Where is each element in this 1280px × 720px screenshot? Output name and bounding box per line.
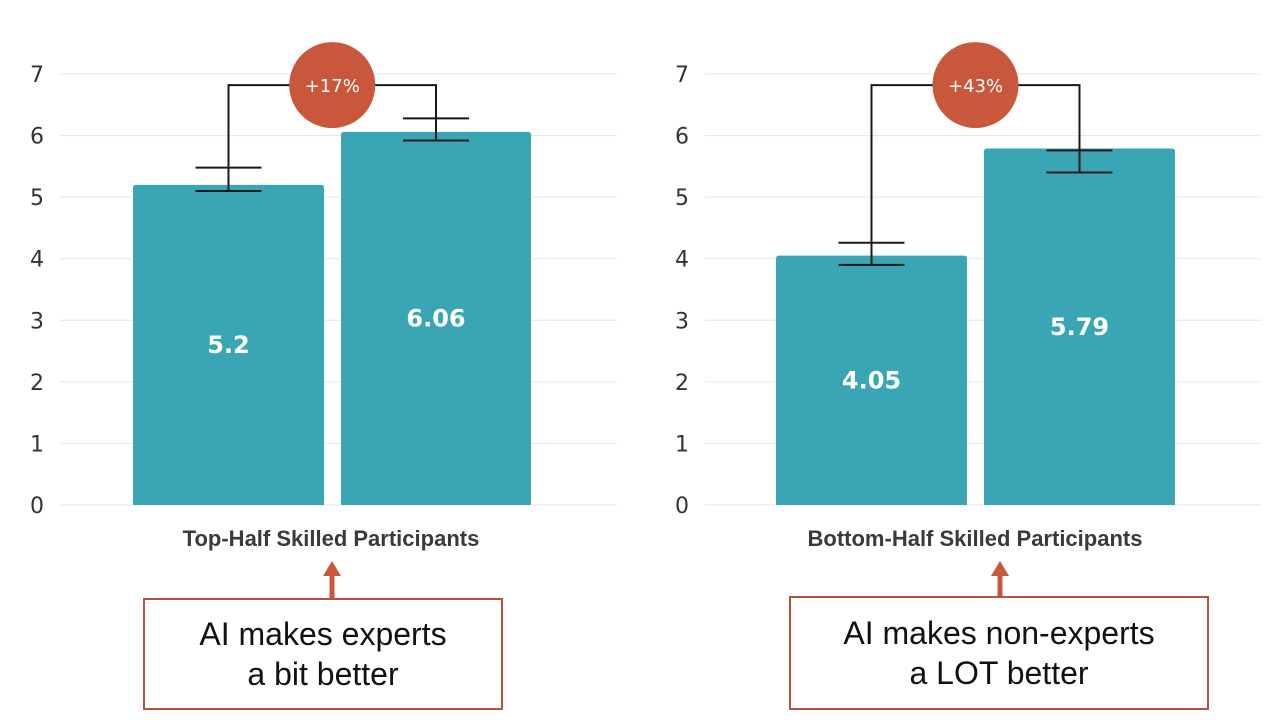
- bar-value-label-1: 4.05: [842, 366, 901, 394]
- y-tick-label-0: 0: [30, 494, 44, 519]
- callout-left-line1: AI makes experts: [199, 616, 447, 652]
- callout-arrow-head: [991, 561, 1009, 576]
- y-tick-label-3: 3: [675, 309, 689, 334]
- y-tick-label-2: 2: [30, 371, 44, 396]
- callout-right-line1: AI makes non-experts: [843, 615, 1155, 651]
- error-bar-2: [1046, 149, 1113, 174]
- y-tick-label-6: 6: [30, 125, 44, 150]
- bar-1: [133, 184, 324, 506]
- error-bar-1: [838, 241, 905, 266]
- callout-right: AI makes non-experts a LOT better: [789, 596, 1209, 710]
- y-tick-label-7: 7: [30, 63, 44, 88]
- percent-increase-badge: [289, 42, 376, 129]
- error-bar-1: [195, 166, 262, 192]
- y-tick-label-0: 0: [675, 494, 689, 519]
- error-bar-2: [403, 117, 469, 142]
- bar-value-label-2: 6.06: [406, 304, 465, 332]
- callout-left: AI makes experts a bit better: [143, 598, 503, 710]
- percent-increase-label: +43%: [948, 76, 1003, 97]
- y-tick-label-4: 4: [675, 248, 689, 273]
- callout-arrow-head: [323, 561, 341, 576]
- y-tick-label-7: 7: [675, 63, 689, 88]
- y-tick-label-3: 3: [30, 309, 44, 334]
- bar-2: [984, 148, 1175, 505]
- percent-increase-badge: [932, 42, 1019, 129]
- y-tick-label-5: 5: [675, 186, 689, 211]
- chart-panel-2: 0 1 2 3 4 5 6 7 4.05 5.79 +43% Bottom-Half Skilled …: [675, 42, 1262, 596]
- chart-panel-1: 0 1 2 3 4 5 6 7 5.2 6.06 +17% Top-Half Skilled Part…: [30, 42, 617, 598]
- bar-value-label-2: 5.79: [1050, 313, 1109, 341]
- y-tick-label-6: 6: [675, 125, 689, 150]
- percent-increase-label: +17%: [305, 76, 360, 97]
- bar-value-label-1: 5.2: [207, 331, 250, 359]
- y-tick-label-1: 1: [30, 432, 44, 457]
- x-axis-label: Bottom-Half Skilled Participants: [808, 526, 1143, 551]
- x-axis-label: Top-Half Skilled Participants: [183, 526, 480, 551]
- y-tick-label-1: 1: [675, 432, 689, 457]
- bar-1: [776, 255, 967, 505]
- callout-right-line2: a LOT better: [909, 655, 1089, 691]
- bar-2: [341, 131, 531, 505]
- y-tick-label-4: 4: [30, 248, 44, 273]
- callout-left-line2: a bit better: [247, 656, 399, 692]
- y-tick-label-2: 2: [675, 371, 689, 396]
- y-tick-label-5: 5: [30, 186, 44, 211]
